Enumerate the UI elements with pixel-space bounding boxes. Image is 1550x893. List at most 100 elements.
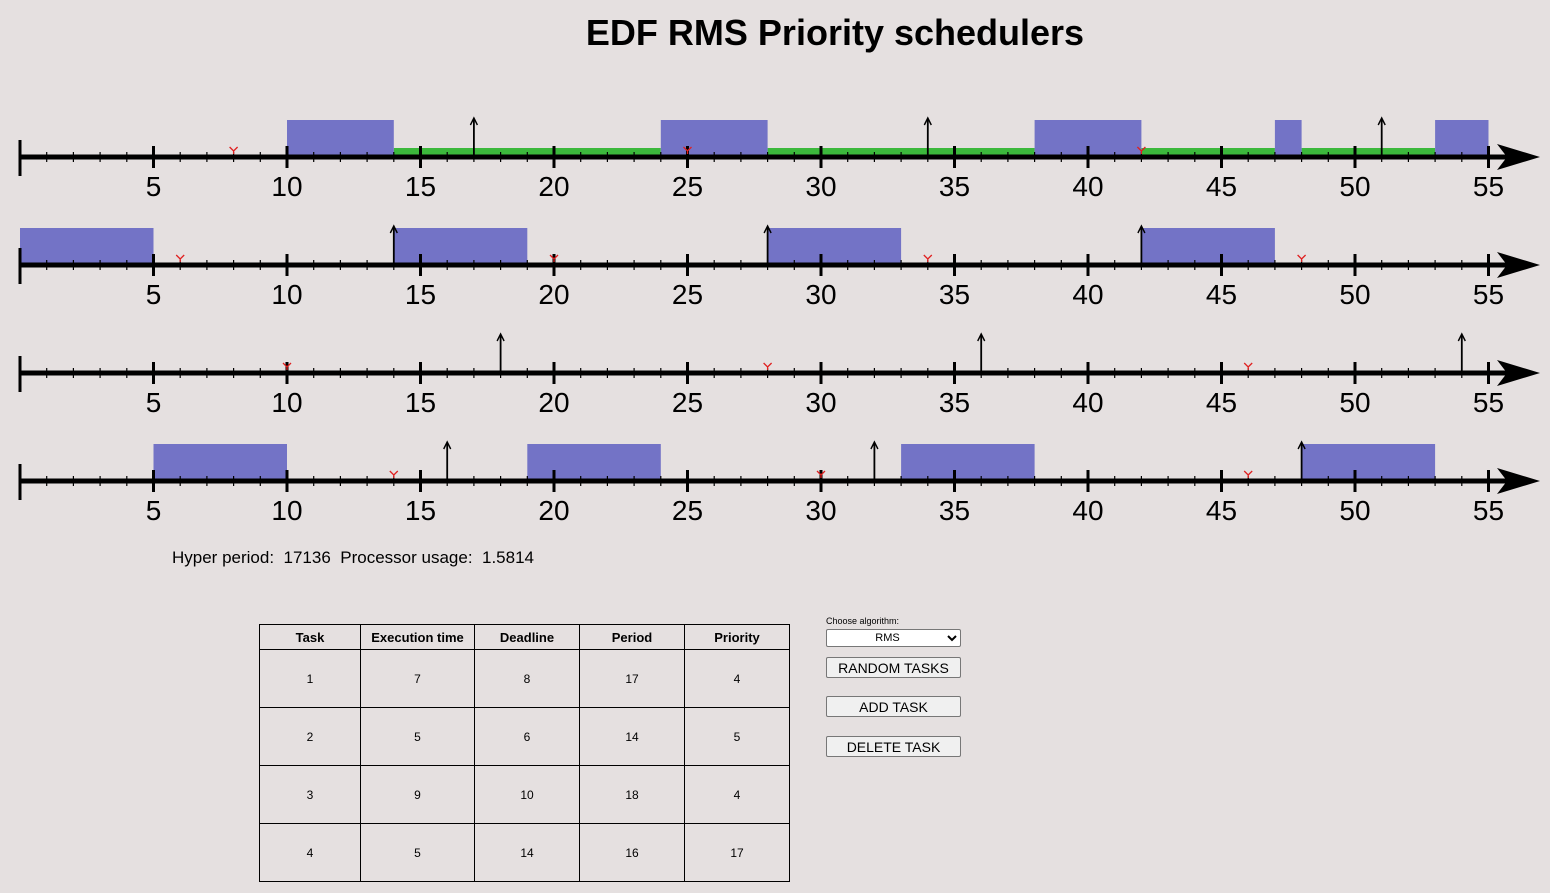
tick-label: 55	[1473, 387, 1504, 418]
tick-label: 35	[939, 171, 970, 202]
cell-period[interactable]: 14	[579, 707, 685, 766]
tick-label: 5	[146, 279, 162, 310]
tick-label: 5	[146, 495, 162, 526]
execution-block	[901, 444, 1035, 479]
delete-task-button[interactable]: DELETE TASK	[826, 736, 961, 757]
deadline-marker	[282, 362, 292, 370]
deadline-marker	[229, 146, 239, 154]
arrival-arrowhead	[1377, 116, 1386, 126]
deadline-marker	[549, 254, 559, 262]
column-header-deadline: Deadline	[474, 624, 580, 650]
cell-task[interactable]: 4	[259, 823, 361, 882]
tick-label: 40	[1072, 171, 1103, 202]
deadline-marker	[175, 254, 185, 262]
cell-deadline[interactable]: 6	[474, 707, 580, 766]
arrival-arrowhead	[763, 224, 772, 234]
cell-priority[interactable]: 5	[684, 707, 790, 766]
tick-label: 10	[271, 279, 302, 310]
cell-execution-time[interactable]: 5	[360, 823, 475, 882]
tick-label: 15	[405, 279, 436, 310]
task-table: Task Execution time Deadline Period Prio…	[259, 624, 790, 882]
table-row: 1 7 8 17 4	[259, 649, 790, 708]
add-task-button[interactable]: ADD TASK	[826, 696, 961, 717]
processor-usage-value: 1.5814	[482, 548, 534, 567]
cell-priority[interactable]: 17	[684, 823, 790, 882]
tick-label: 20	[538, 171, 569, 202]
axis-arrowhead	[1497, 144, 1540, 170]
tick-label: 10	[271, 171, 302, 202]
deadline-marker	[816, 470, 826, 478]
cell-execution-time[interactable]: 9	[360, 765, 475, 824]
execution-block	[287, 120, 394, 155]
arrival-arrowhead	[1457, 332, 1466, 342]
cell-task[interactable]: 2	[259, 707, 361, 766]
deadline-marker	[1243, 470, 1253, 478]
arrival-arrowhead	[389, 224, 398, 234]
axis-arrowhead	[1497, 468, 1540, 494]
column-header-priority: Priority	[684, 624, 790, 650]
tick-label: 40	[1072, 495, 1103, 526]
tick-label: 40	[1072, 387, 1103, 418]
cell-deadline[interactable]: 8	[474, 649, 580, 708]
tick-label: 50	[1339, 279, 1370, 310]
table-row: 3 9 10 18 4	[259, 765, 790, 824]
cell-deadline[interactable]: 10	[474, 765, 580, 824]
cell-task[interactable]: 3	[259, 765, 361, 824]
cell-priority[interactable]: 4	[684, 765, 790, 824]
execution-block	[1301, 444, 1436, 479]
tick-label: 40	[1072, 279, 1103, 310]
arrival-arrowhead	[469, 116, 479, 126]
random-tasks-button[interactable]: RANDOM TASKS	[826, 657, 961, 678]
tick-label: 25	[672, 495, 703, 526]
tick-label: 15	[405, 387, 436, 418]
tick-label: 30	[805, 171, 836, 202]
tick-label: 25	[672, 279, 703, 310]
tick-label: 15	[405, 495, 436, 526]
cell-period[interactable]: 16	[579, 823, 685, 882]
column-header-task: Task	[259, 624, 361, 650]
page-title: EDF RMS Priority schedulers	[585, 12, 1085, 53]
tick-label: 35	[939, 495, 970, 526]
stats-line: Hyper period: 17136 Processor usage: 1.5…	[172, 548, 534, 568]
tick-label: 50	[1339, 387, 1370, 418]
tick-label: 45	[1206, 387, 1237, 418]
arrival-arrowhead	[496, 332, 505, 342]
execution-block	[527, 444, 661, 479]
tick-label: 45	[1206, 279, 1237, 310]
tick-label: 55	[1473, 279, 1504, 310]
tick-label: 55	[1473, 171, 1504, 202]
cell-task[interactable]: 1	[259, 649, 361, 708]
execution-block	[767, 228, 902, 263]
cell-period[interactable]: 17	[579, 649, 685, 708]
column-header-execution-time: Execution time	[360, 624, 475, 650]
processor-usage-label: Processor usage:	[340, 548, 473, 567]
deadline-marker	[389, 470, 399, 478]
tick-label: 25	[672, 171, 703, 202]
tick-label: 45	[1206, 495, 1237, 526]
algorithm-select[interactable]: RMS	[826, 629, 961, 647]
waiting-bar	[1301, 148, 1436, 156]
schedule-timelines: 5 10 15 20 25 30 35 40 45 50 555 10 15 20 25 30 35 40 45 50…	[18, 116, 1540, 526]
tick-label: 45	[1206, 171, 1237, 202]
cell-execution-time[interactable]: 7	[360, 649, 475, 708]
tick-label: 20	[538, 279, 569, 310]
execution-block	[20, 228, 154, 263]
execution-block	[660, 120, 768, 155]
tick-label: 35	[939, 279, 970, 310]
cell-execution-time[interactable]: 5	[360, 707, 475, 766]
tick-label: 25	[672, 387, 703, 418]
table-header-row: Task Execution time Deadline Period Prio…	[259, 624, 790, 650]
arrival-arrowhead	[923, 116, 932, 126]
table-row: 2 5 6 14 5	[259, 707, 790, 766]
cell-deadline[interactable]: 14	[474, 823, 580, 882]
tick-label: 20	[538, 495, 569, 526]
tick-label: 10	[271, 387, 302, 418]
tick-label: 50	[1339, 171, 1370, 202]
deadline-marker	[683, 146, 692, 154]
hyper-period-label: Hyper period:	[172, 548, 275, 567]
execution-block	[153, 444, 287, 479]
deadline-marker	[1297, 254, 1307, 262]
cell-period[interactable]: 18	[579, 765, 685, 824]
cell-priority[interactable]: 4	[684, 649, 790, 708]
execution-block	[1274, 120, 1302, 155]
